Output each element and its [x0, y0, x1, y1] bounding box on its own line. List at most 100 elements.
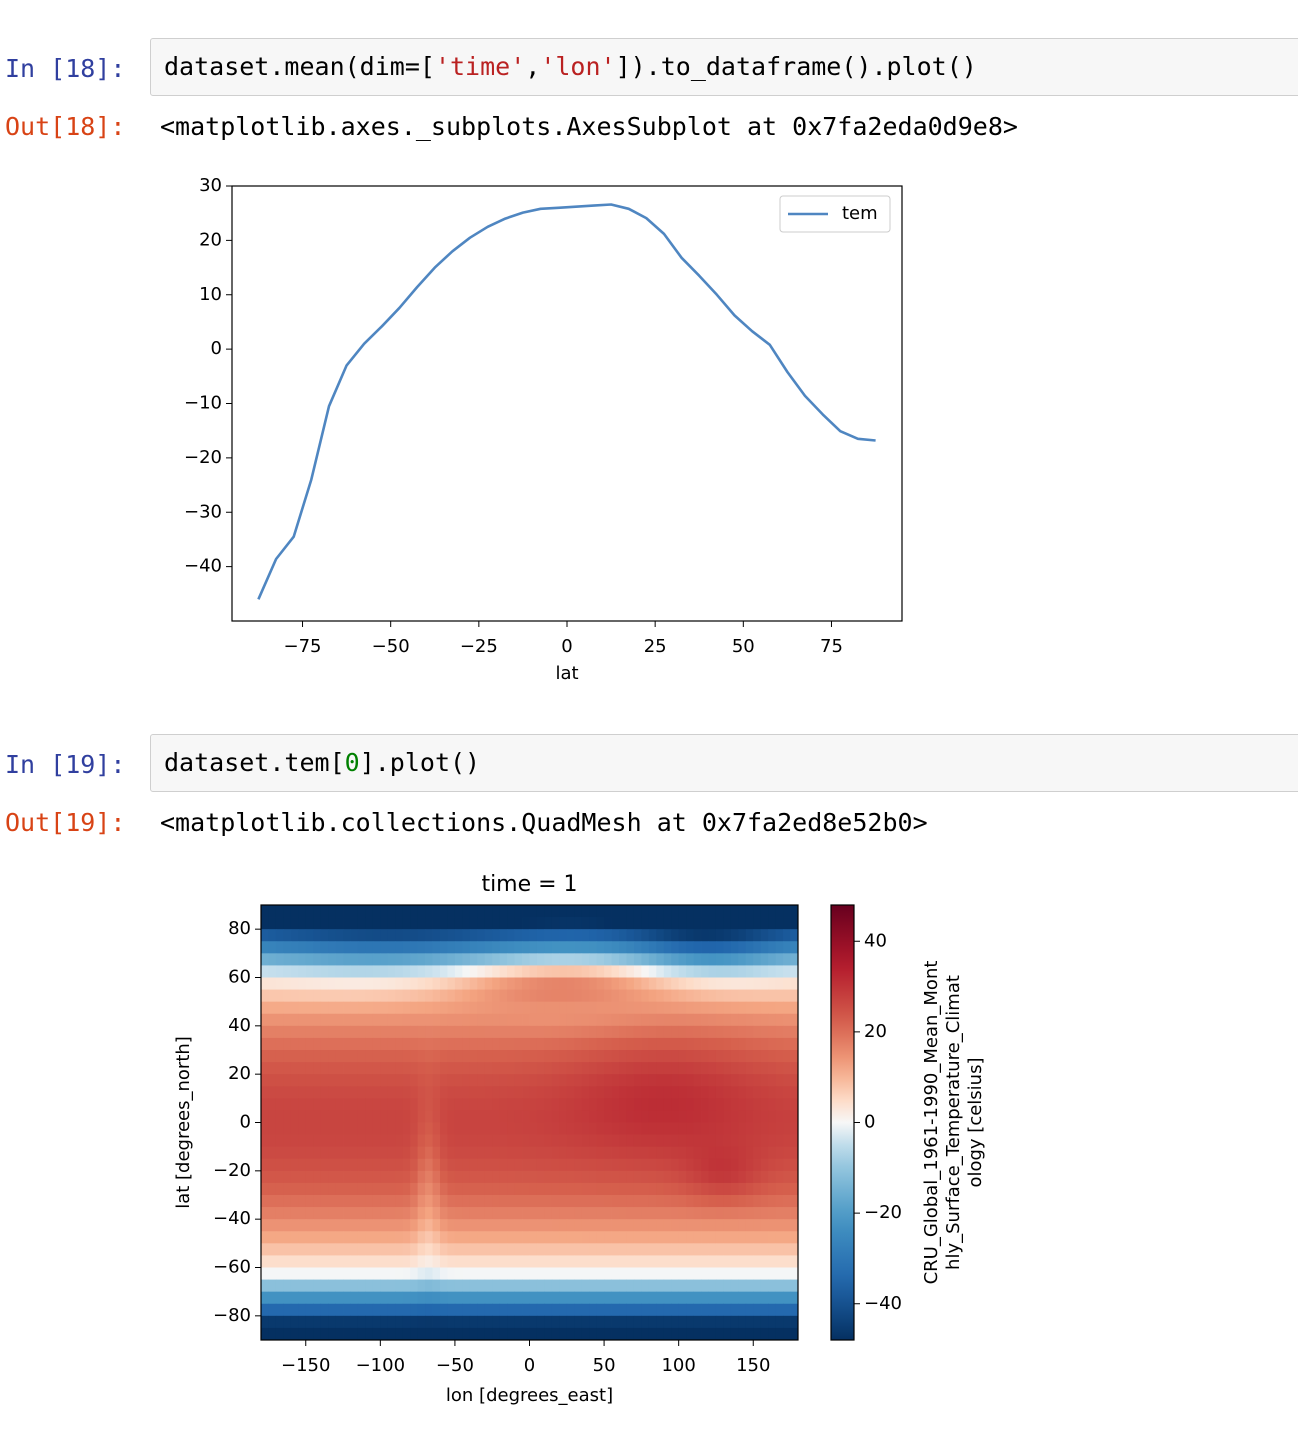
heatmap-cell	[723, 1146, 732, 1160]
heatmap-cell	[454, 1327, 463, 1341]
heatmap-cell	[708, 953, 717, 966]
heatmap-cell	[633, 1182, 642, 1196]
cell-18-in-prompt: In [18]:	[5, 54, 126, 83]
heatmap-cell	[402, 977, 411, 990]
heatmap-cell	[447, 1050, 456, 1063]
heatmap-cell	[432, 1134, 441, 1148]
heatmap-cell	[648, 1182, 657, 1196]
heatmap-cell	[499, 1110, 508, 1123]
heatmap-cell	[462, 1291, 471, 1305]
heatmap-cell	[574, 1062, 583, 1075]
heatmap-cell	[656, 965, 665, 978]
heatmap-cell	[604, 1001, 612, 1015]
heatmap-cell	[723, 1315, 732, 1329]
heatmap-cell	[715, 1050, 724, 1063]
heatmap-cell	[350, 1303, 359, 1317]
heatmap-cell	[745, 1170, 754, 1184]
heatmap-cell	[701, 1231, 709, 1244]
heatmap-cell	[320, 1037, 329, 1051]
heatmap-cell	[380, 905, 389, 918]
heatmap-cell	[469, 1110, 478, 1123]
heatmap-cell	[745, 1231, 754, 1244]
heatmap-cell	[469, 1267, 478, 1280]
heatmap-cell	[402, 1279, 411, 1293]
heatmap-cell	[745, 1098, 754, 1111]
heatmap-cell	[380, 1098, 389, 1111]
heatmap-cell	[551, 1219, 560, 1232]
heatmap-cell	[469, 1074, 478, 1087]
heatmap-cell	[701, 977, 709, 990]
heatmap-cell	[335, 917, 344, 930]
heatmap-cell	[522, 1291, 530, 1305]
heatmap-cell	[290, 1110, 299, 1123]
heatmap-cell	[454, 1013, 463, 1027]
cell-18-code-input[interactable]: dataset.mean(dim=['time','lon']).to_data…	[150, 38, 1298, 96]
heatmap-cell	[305, 1279, 314, 1293]
heatmap-cell	[566, 1170, 575, 1184]
heatmap-cell	[648, 1267, 657, 1280]
heatmap-cell	[723, 1158, 732, 1172]
heatmap-cell	[768, 1243, 777, 1256]
heatmap-cell	[574, 953, 583, 966]
heatmap-cell	[328, 1219, 336, 1232]
heatmap-cell	[261, 1243, 269, 1256]
heatmap-cell	[432, 1255, 441, 1268]
heatmap-cell	[775, 1158, 784, 1172]
heatmap-cell	[596, 1062, 605, 1075]
heatmap-cell	[768, 1255, 777, 1268]
heatmap-cell	[693, 1146, 702, 1160]
heatmap-cell	[320, 1025, 329, 1039]
heatmap-cell	[440, 1219, 448, 1232]
heatmap-cell	[275, 1303, 284, 1317]
heatmap-cell	[648, 1110, 657, 1123]
heatmap-cell	[619, 1243, 627, 1256]
x-tick-label: 75	[820, 636, 843, 657]
heatmap-cell	[723, 1062, 732, 1075]
heatmap-cell	[566, 1243, 575, 1256]
heatmap-cell	[790, 1243, 799, 1256]
heatmap-cell	[574, 989, 583, 1003]
heatmap-cell	[559, 1315, 568, 1329]
heatmap-cell	[611, 1158, 620, 1172]
heatmap-cell	[581, 1231, 590, 1244]
heatmap-cell	[559, 1110, 568, 1123]
heatmap-cell	[402, 941, 411, 954]
heatmap-cell	[261, 1158, 269, 1172]
heatmap-cell	[514, 1098, 523, 1111]
heatmap-cell	[544, 1243, 553, 1256]
heatmap-cell	[283, 977, 292, 990]
heatmap-cell	[693, 905, 702, 918]
heatmap-cell	[566, 1327, 575, 1341]
cell-19-code-input[interactable]: dataset.tem[0].plot()	[150, 734, 1298, 792]
heatmap-cell	[454, 1207, 463, 1220]
heatmap-cell	[648, 1025, 657, 1039]
heatmap-cell	[261, 941, 269, 954]
heatmap-cell	[604, 1279, 612, 1293]
heatmap-cell	[753, 1243, 762, 1256]
heatmap-cell	[611, 989, 620, 1003]
heatmap-cell	[313, 1098, 322, 1111]
heatmap-cell	[745, 941, 754, 954]
heatmap-cell	[507, 989, 515, 1003]
heatmap-cell	[492, 1327, 501, 1341]
heatmap-cell	[768, 1303, 777, 1317]
heatmap-cell	[432, 1050, 441, 1063]
heatmap-cell	[656, 1243, 665, 1256]
heatmap-cell	[387, 1255, 396, 1268]
heatmap-cell	[596, 905, 605, 918]
heatmap-cell	[283, 1327, 292, 1341]
heatmap-cell	[701, 1255, 709, 1268]
cell-18-output-text: <matplotlib.axes._subplots.AxesSubplot a…	[160, 112, 1018, 141]
heatmap-cell	[425, 1025, 433, 1039]
heatmap-cell	[760, 977, 769, 990]
heatmap-cell	[402, 1182, 411, 1196]
y-tick-label: −80	[213, 1305, 251, 1326]
heatmap-cell	[715, 941, 724, 954]
heatmap-cell	[335, 1037, 344, 1051]
heatmap-cell	[559, 1062, 568, 1075]
heatmap-cell	[723, 1074, 732, 1087]
heatmap-cell	[551, 1146, 560, 1160]
heatmap-cell	[365, 1279, 374, 1293]
heatmap-cell	[566, 917, 575, 930]
heatmap-cell	[648, 1098, 657, 1111]
